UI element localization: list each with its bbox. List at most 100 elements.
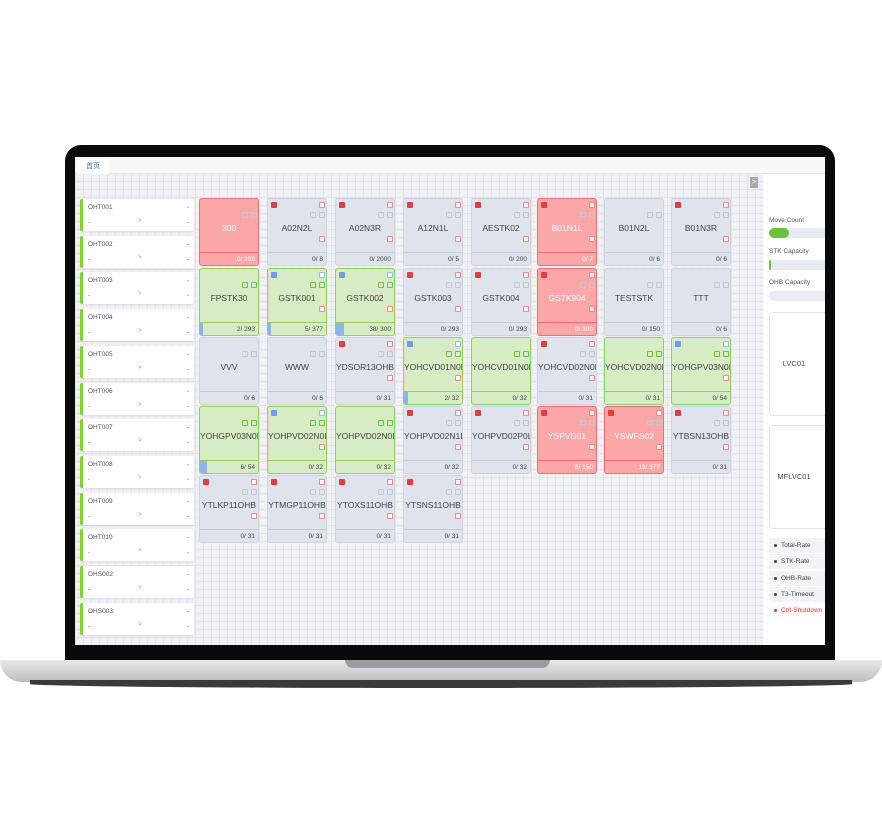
slot-icon <box>523 420 529 426</box>
stocker-tile[interactable]: YOHPVD02N0L00 0/ 32 <box>335 406 395 474</box>
slot-icon <box>310 282 316 288</box>
slot-icon <box>714 420 720 426</box>
stocker-tile[interactable]: TTT 0/ 6 <box>671 268 731 336</box>
chevron-right-icon: > <box>138 253 142 261</box>
stocker-tile[interactable]: YTOXS11OHB 0/ 31 <box>335 475 395 543</box>
stocker-tile[interactable]: YOHGPV03N0L00 6/ 54 <box>199 406 259 474</box>
oht-card[interactable]: OHT006 - - > - <box>80 382 194 415</box>
legend-dot-icon <box>774 576 777 580</box>
oht-card[interactable]: OHT005 - - > - <box>80 345 194 378</box>
stocker-tile[interactable]: B01N2L 0/ 6 <box>604 198 664 266</box>
stocker-tile[interactable]: YDSOR13OHB 0/ 31 <box>335 337 395 405</box>
stocker-tile[interactable]: YOHGPV03N0L 0/ 54 <box>671 337 731 405</box>
port-in-icon <box>339 341 345 347</box>
port-exit-icon <box>319 306 325 312</box>
stocker-tile[interactable]: FPSTK30 2/ 293 <box>199 268 259 336</box>
vehicle-box-lvc01[interactable]: LVC01 <box>769 312 825 416</box>
stocker-tile[interactable]: GSTK003 0/ 293 <box>403 268 463 336</box>
stocker-count: 0/ 7 <box>538 252 596 265</box>
port-in-icon <box>271 272 277 278</box>
legend-item[interactable]: STK-Rate <box>769 554 825 570</box>
stocker-tile[interactable]: VVV 0/ 6 <box>199 337 259 405</box>
slot-icon <box>251 420 257 426</box>
stocker-tile[interactable]: YOHCVD02N0R 0/ 31 <box>537 337 597 405</box>
stocker-tile[interactable]: YTSNS11OHB 0/ 31 <box>403 475 463 543</box>
stocker-tile[interactable]: YSWFS02 13/ 377 <box>604 406 664 474</box>
oht-card[interactable]: OHS002 - - > - <box>80 566 194 598</box>
stocker-tile[interactable]: AESTK02 0/ 200 <box>471 198 531 266</box>
stocker-tile[interactable]: YTLKP11OHB 0/ 31 <box>199 475 259 543</box>
stocker-tile[interactable]: YOHCVD02N0R00 0/ 31 <box>604 337 664 405</box>
stocker-tile[interactable]: GSTK904 0/ 300 <box>537 268 597 336</box>
stocker-tile[interactable]: 300 0/ 298 <box>199 198 259 266</box>
legend-item[interactable]: Ctrl-Shutdown <box>769 603 825 619</box>
slot-icon <box>580 420 586 426</box>
slot-icon <box>714 282 720 288</box>
stocker-tile[interactable]: GSTK002 38/ 300 <box>335 268 395 336</box>
stocker-tile[interactable]: YOHPVD02N1L 0/ 32 <box>403 406 463 474</box>
slot-icon <box>723 282 729 288</box>
stocker-tile[interactable]: A02N2L 0/ 8 <box>267 198 327 266</box>
legend-item[interactable]: Total-Rate <box>769 538 825 553</box>
slot-icon <box>523 282 529 288</box>
legend-item[interactable]: OHB-Rate <box>769 570 825 586</box>
vehicle-box-mflvc01[interactable]: MFLVC01 <box>769 425 825 529</box>
oht-card[interactable]: OHT002 - - > - <box>80 235 194 268</box>
stocker-count: 0/ 31 <box>605 391 663 404</box>
stocker-tile[interactable]: YOHPVD02N0L 0/ 32 <box>267 406 327 474</box>
oht-card[interactable]: OHS003 - - > - <box>80 602 194 635</box>
oht-card[interactable]: OHT003 - - > - <box>80 272 194 305</box>
chevron-right-icon: > <box>138 217 142 224</box>
port-exit-icon <box>723 375 729 381</box>
stocker-count: 0/ 31 <box>538 391 596 404</box>
stocker-fill-bar <box>200 461 207 473</box>
oht-value: - <box>88 329 91 337</box>
slot-icon <box>446 489 452 495</box>
slot-icon <box>242 489 248 495</box>
stk-capacity-bar <box>769 260 825 270</box>
port-exit-icon <box>589 375 595 381</box>
oht-value: - <box>186 219 189 226</box>
oht-card[interactable]: OHT001 - - > - <box>80 199 194 231</box>
oht-name: OHT001 <box>88 204 113 211</box>
oht-value: - <box>88 549 91 557</box>
collapse-panel-button[interactable]: > <box>750 177 758 188</box>
stocker-name: YOHGPV03N0L00 <box>200 431 258 441</box>
oht-card[interactable]: OHT008 - - > - <box>80 455 194 488</box>
stocker-tile[interactable]: B01N3R 0/ 6 <box>671 198 731 266</box>
stocker-count: 0/ 32 <box>472 391 530 404</box>
slot-icon <box>656 212 662 218</box>
stocker-tile[interactable]: YSPVD01 6/ 150 <box>537 406 597 474</box>
port-out-icon <box>523 202 529 208</box>
oht-card[interactable]: OHT007 - - > - <box>80 419 194 452</box>
legend-item[interactable]: T3-Timeout <box>769 586 825 602</box>
stocker-name: A02N2L <box>281 223 313 233</box>
ohb-capacity-label: OHB Capacity <box>769 279 811 286</box>
stocker-tile[interactable]: YOHCVD01N0L 2/ 32 <box>403 337 463 405</box>
slot-icon <box>589 351 595 357</box>
stocker-fill-bar <box>200 323 203 335</box>
stocker-tile[interactable]: GSTK001 5/ 377 <box>267 268 327 336</box>
oht-value: - <box>186 277 189 285</box>
stocker-tile[interactable]: YTMGP11OHB 0/ 31 <box>267 475 327 543</box>
slot-icon <box>242 351 248 357</box>
stocker-count: 0/ 8 <box>268 252 326 265</box>
oht-card[interactable]: OHT010 - - > - <box>80 529 194 562</box>
oht-card[interactable]: OHT009 - - > - <box>80 492 194 525</box>
stocker-count: 6/ 54 <box>200 460 258 473</box>
stocker-tile[interactable]: YOHPVD02P0L 0/ 32 <box>471 406 531 474</box>
stocker-tile[interactable]: B01N1L 0/ 7 <box>537 198 597 266</box>
stocker-tile[interactable]: GSTK004 0/ 293 <box>471 268 531 336</box>
stocker-tile[interactable]: YOHCVD01N0L00 0/ 32 <box>471 337 531 405</box>
tab-home[interactable]: 首页 <box>77 159 109 174</box>
stocker-fill-bar <box>404 392 408 404</box>
oht-card[interactable]: OHT004 - - > - <box>80 309 194 342</box>
stocker-tile[interactable]: TESTSTK 0/ 150 <box>604 268 664 336</box>
port-exit-icon <box>387 513 393 519</box>
stocker-tile[interactable]: A12N1L 0/ 5 <box>403 198 463 266</box>
stocker-count: 13/ 377 <box>605 460 663 473</box>
stocker-tile[interactable]: WWW 0/ 6 <box>267 337 327 405</box>
stocker-tile[interactable]: YTBSN13OHB 0/ 31 <box>671 406 731 474</box>
right-panel: Move Count STK Capacity OHB Capacity LVC… <box>763 174 825 645</box>
stocker-tile[interactable]: A02N3R 0/ 2000 <box>335 198 395 266</box>
